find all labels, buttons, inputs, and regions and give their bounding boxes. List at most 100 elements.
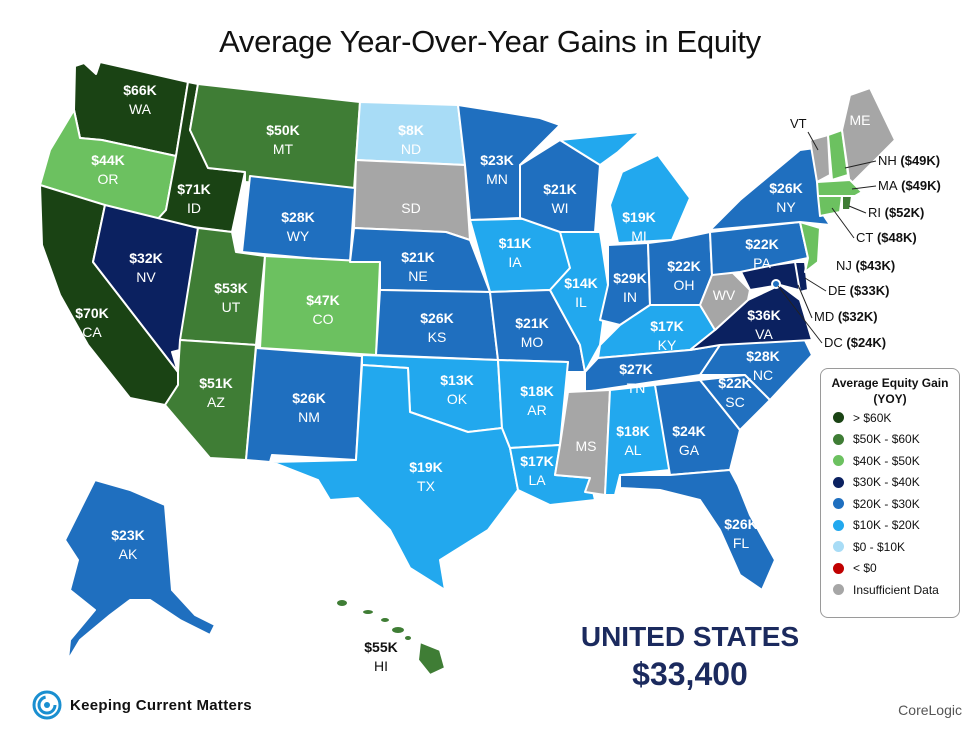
legend-label: > $60K	[853, 410, 892, 425]
label-DE: DE ($33K)	[828, 283, 889, 298]
abbr-SC: SC	[725, 394, 744, 410]
value-MD: ($32K)	[834, 309, 877, 324]
abbr-WV: WV	[713, 287, 736, 303]
value-VA: $36K	[747, 307, 780, 323]
abbr-AR: AR	[527, 402, 546, 418]
legend-item: $20K - $30K	[821, 493, 959, 515]
value-WA: $66K	[123, 82, 156, 98]
abbr-OK: OK	[447, 391, 468, 407]
abbr-DC: DC	[824, 335, 843, 350]
map-title: Average Year-Over-Year Gains in Equity	[219, 24, 761, 59]
abbr-ME: ME	[850, 112, 871, 128]
abbr-NY: NY	[776, 199, 796, 215]
state-AK	[64, 479, 216, 661]
legend-item: $10K - $20K	[821, 515, 959, 537]
national-value: $33,400	[632, 656, 748, 692]
label-AR: $18K AR	[520, 383, 553, 418]
value-NV: $32K	[129, 250, 162, 266]
value-WY: $28K	[281, 209, 314, 225]
legend-item: > $60K	[821, 407, 959, 429]
label-IA: $11K IA	[499, 235, 532, 270]
value-MN: $23K	[480, 152, 513, 168]
abbr-ID: ID	[187, 200, 201, 216]
value-MO: $21K	[515, 315, 548, 331]
label-NM: $26K NM	[292, 390, 325, 425]
label-NE: $21K NE	[401, 249, 434, 284]
label-MA: MA ($49K)	[878, 178, 941, 193]
legend-swatch	[833, 562, 844, 574]
label-KS: $26K KS	[420, 310, 453, 345]
value-RI: ($52K)	[881, 205, 924, 220]
label-LA: $17K LA	[520, 453, 553, 488]
legend-title: Average Equity Gain (YOY)	[831, 376, 949, 406]
abbr-GA: GA	[679, 442, 700, 458]
abbr-NJ: NJ	[836, 258, 852, 273]
source-credit: CoreLogic	[898, 702, 962, 718]
label-ME: ME	[850, 112, 871, 128]
label-WA: $66K WA	[123, 82, 156, 117]
legend-items: > $60K $50K - $60K $40K - $50K $30K - $40K $…	[821, 407, 959, 601]
label-SC: $22K SC	[718, 375, 751, 410]
brand: Keeping Current Matters	[32, 690, 252, 720]
abbr-KS: KS	[428, 329, 447, 345]
abbr-MT: MT	[273, 141, 294, 157]
abbr-KY: KY	[658, 337, 677, 353]
abbr-IL: IL	[575, 294, 587, 310]
abbr-TN: TN	[627, 380, 646, 396]
label-NJ: NJ ($43K)	[836, 258, 895, 273]
value-AZ: $51K	[199, 375, 232, 391]
abbr-CA: CA	[82, 324, 102, 340]
abbr-FL: FL	[733, 535, 750, 551]
label-TX: $19K TX	[409, 459, 442, 494]
label-MO: $21K MO	[515, 315, 548, 350]
value-ID: $71K	[177, 181, 210, 197]
label-WV: WV	[713, 287, 736, 303]
legend-swatch	[833, 412, 844, 424]
abbr-DE: DE	[828, 283, 846, 298]
label-FL: $26K FL	[724, 516, 757, 551]
abbr-VT: VT	[790, 116, 807, 131]
value-NC: $28K	[746, 348, 779, 364]
label-NC: $28K NC	[746, 348, 779, 383]
legend-swatch	[833, 455, 844, 467]
label-VA: $36K VA	[747, 307, 780, 342]
abbr-HI: HI	[374, 658, 388, 674]
abbr-RI: RI	[868, 205, 881, 220]
value-AK: $23K	[111, 527, 144, 543]
abbr-TX: TX	[417, 478, 436, 494]
label-GA: $24K GA	[672, 423, 705, 458]
abbr-AK: AK	[119, 546, 138, 562]
value-GA: $24K	[672, 423, 705, 439]
value-DE: ($33K)	[846, 283, 889, 298]
value-MI: $19K	[622, 209, 655, 225]
value-DC: ($24K)	[843, 335, 886, 350]
abbr-PA: PA	[753, 255, 771, 271]
abbr-UT: UT	[222, 299, 241, 315]
value-NE: $21K	[401, 249, 434, 265]
value-KY: $17K	[650, 318, 683, 334]
label-NH: NH ($49K)	[878, 153, 940, 168]
state-FL	[619, 469, 776, 591]
national-name: UNITED STATES	[580, 621, 800, 652]
state-HI	[335, 598, 446, 676]
label-MS: MS	[576, 438, 597, 454]
abbr-OR: OR	[98, 171, 119, 187]
abbr-IN: IN	[623, 289, 637, 305]
label-MD: MD ($32K)	[814, 309, 878, 324]
abbr-OH: OH	[674, 277, 695, 293]
value-PA: $22K	[745, 236, 778, 252]
legend-swatch	[833, 476, 844, 488]
label-MN: $23K MN	[480, 152, 513, 187]
value-KS: $26K	[420, 310, 453, 326]
value-CT: ($48K)	[873, 230, 916, 245]
state-ME	[841, 87, 896, 186]
state-CT	[817, 195, 843, 217]
legend-label: Insufficient Data	[853, 582, 939, 597]
value-TX: $19K	[409, 459, 442, 475]
legend-swatch	[833, 541, 844, 553]
label-ND: $8K ND	[398, 122, 424, 157]
label-TN: $27K TN	[619, 361, 652, 396]
abbr-WA: WA	[129, 101, 152, 117]
value-UT: $53K	[214, 280, 247, 296]
